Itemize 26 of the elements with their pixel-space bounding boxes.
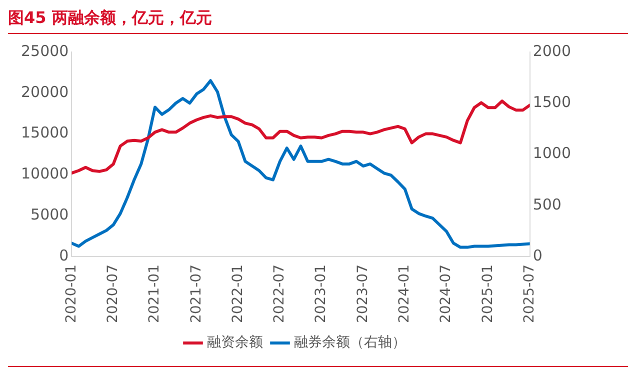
y-tick-label: 20000 bbox=[21, 82, 69, 101]
y2-tick-label: 1500 bbox=[532, 93, 572, 112]
y-tick-label: 0 bbox=[59, 246, 69, 264]
x-tick-label: 2021-07 bbox=[188, 264, 204, 324]
y2-tick-label: 2000 bbox=[532, 42, 572, 60]
y2-tick-label: 500 bbox=[532, 195, 562, 214]
chart-title: 图45 两融余额，亿元，亿元 bbox=[8, 8, 628, 34]
x-tick-label: 2025-01 bbox=[480, 264, 496, 324]
x-tick-label: 2024-01 bbox=[396, 264, 413, 324]
y2-tick-label: 0 bbox=[532, 246, 542, 264]
x-tick-label: 2024-07 bbox=[438, 264, 454, 324]
x-tick-label: 2020-01 bbox=[63, 264, 80, 324]
legend-label: 融资余额 bbox=[207, 334, 263, 351]
y-tick-label: 5000 bbox=[30, 205, 69, 224]
legend-label: 融券余额（右轴） bbox=[294, 334, 406, 351]
x-tick-label: 2022-07 bbox=[272, 264, 288, 324]
x-tick-label: 2023-01 bbox=[313, 264, 330, 324]
x-tick-label: 2020-07 bbox=[105, 264, 122, 324]
y2-tick-label: 1000 bbox=[532, 144, 572, 162]
y-tick-label: 10000 bbox=[21, 164, 69, 183]
x-tick-label: 2022-01 bbox=[230, 264, 246, 324]
x-tick-label: 2025-07 bbox=[521, 264, 538, 324]
x-tick-label: 2023-07 bbox=[354, 264, 371, 324]
x-tick-label: 2021-01 bbox=[146, 264, 163, 324]
y-tick-label: 25000 bbox=[21, 42, 69, 60]
y-tick-label: 15000 bbox=[21, 124, 69, 142]
